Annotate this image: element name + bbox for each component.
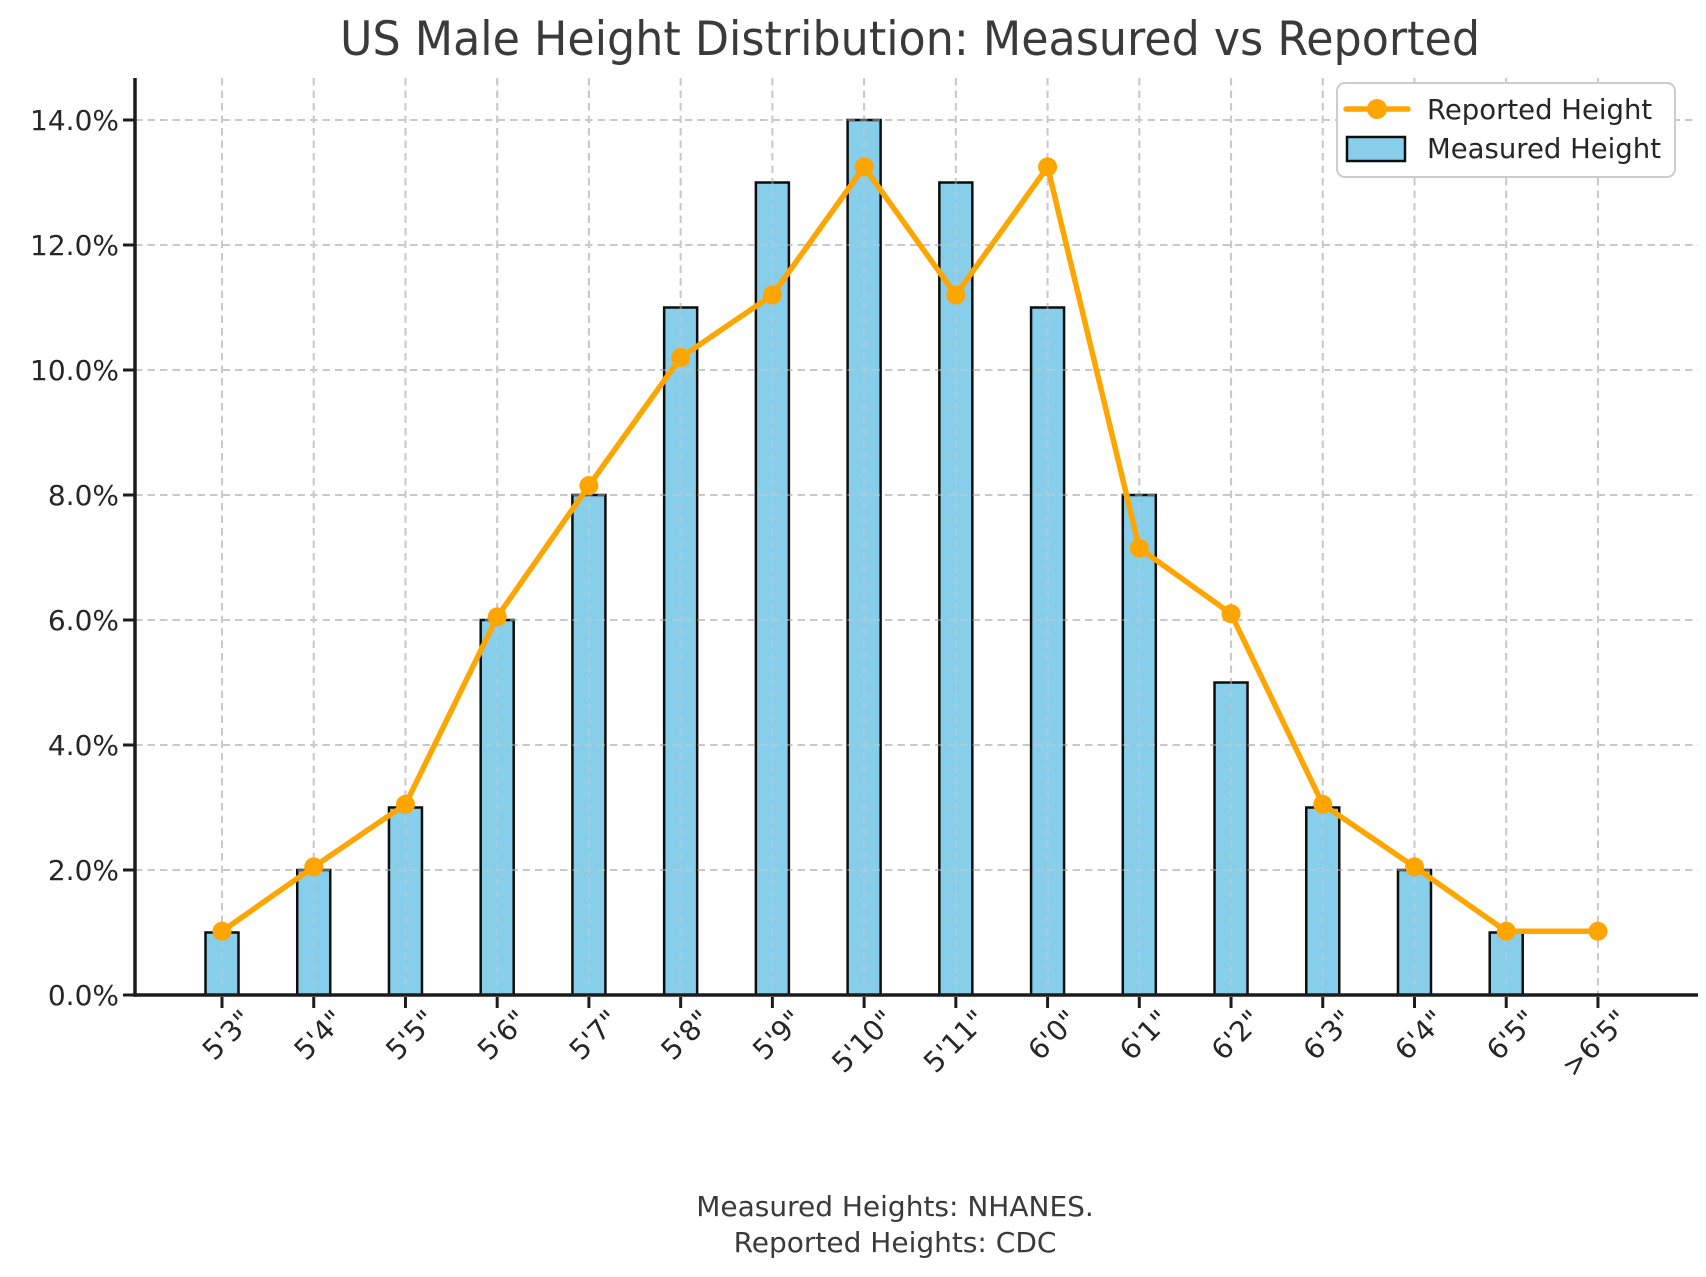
bar-5'8" [662,306,699,997]
caption-line-1: Measured Heights: NHANES. [696,1190,1094,1223]
x-tick-label: 6'5" [1480,1004,1543,1067]
plot-area: 0.0% 2.0% 4.0% 6.0% 8.0% 10.0% 12.0% 14.0% 5'3" 5… [30,78,1698,1083]
gridlines-overlay [135,78,1698,995]
y-tick-label: 8.0% [48,479,119,512]
bar-5'6" [479,618,515,997]
y-tick-label: 0.0% [48,979,119,1012]
legend-item-measured: Measured Height [1345,133,1661,165]
reported-marker-6'5" [1496,921,1516,941]
reported-marker-sample [1367,99,1387,119]
legend-box [1336,82,1676,178]
reported-marker-6'2" [1221,604,1241,624]
y-tick-label: 14.0% [30,104,119,137]
x-tick-label: 6'4" [1388,1004,1451,1067]
bar-6'2" [1213,681,1249,997]
reported-marker-5'8" [671,348,691,367]
legend-label-measured: Measured Height [1427,133,1661,165]
reported-marker-5'6" [487,607,507,627]
reported-marker-6'3" [1313,794,1333,814]
legend-item-reported: Reported Height [1343,94,1652,126]
reported-marker-5'10" [854,157,874,177]
gridlines [135,78,1698,995]
reported-marker-5'9" [762,285,782,305]
reported-marker-5'3" [212,921,232,941]
bar-5'10" [846,118,882,997]
reported-marker-6'1" [1129,538,1149,558]
x-tick-label: 5'3" [196,1004,259,1067]
reported-marker-5'4" [304,857,324,877]
bar-6'1" [1121,493,1158,997]
y-tick-label: 2.0% [48,854,119,887]
reported-marker-5'11" [946,285,966,305]
legend-label-reported: Reported Height [1427,94,1652,126]
legend: Reported Height Measured Height [1336,82,1676,178]
x-tick-label: 5'10" [825,1004,901,1080]
chart-title: US Male Height Distribution: Measured vs… [340,12,1480,67]
y-tick-label: 6.0% [48,604,119,637]
x-tick-label: 5'9" [746,1004,809,1067]
caption: Measured Heights: NHANES. Reported Heigh… [696,1190,1094,1259]
reported-marker-6'0" [1038,157,1058,177]
y-tick-label: 10.0% [30,354,119,387]
x-tick-label: 6'0" [1021,1004,1084,1067]
x-tick-label: 6'3" [1297,1004,1360,1067]
x-tick-label: 5'7" [563,1004,626,1067]
caption-line-2: Reported Heights: CDC [734,1226,1057,1259]
reported-line [219,164,1601,934]
x-tick-label: 5'5" [379,1004,442,1067]
bar-6'0" [1029,306,1066,997]
reported-marker-6'4" [1404,857,1424,877]
x-tick-label: 5'4" [288,1004,351,1067]
x-tick-label: 6'1" [1113,1004,1176,1067]
y-tick-label: 12.0% [30,229,119,262]
measured-patch-sample [1345,135,1407,163]
x-tick-label: >6'5" [1555,1004,1635,1084]
y-tick-label: 4.0% [48,729,119,762]
x-tick-label: 6'2" [1205,1004,1268,1067]
reported-marker->6'5" [1588,921,1608,941]
reported-marker-5'5" [395,794,415,814]
reported-marker-5'7" [579,476,599,496]
x-tick-label: 5'6" [471,1004,534,1067]
x-tick-label: 5'8" [655,1004,718,1067]
x-tick-label: 5'11" [917,1004,993,1080]
